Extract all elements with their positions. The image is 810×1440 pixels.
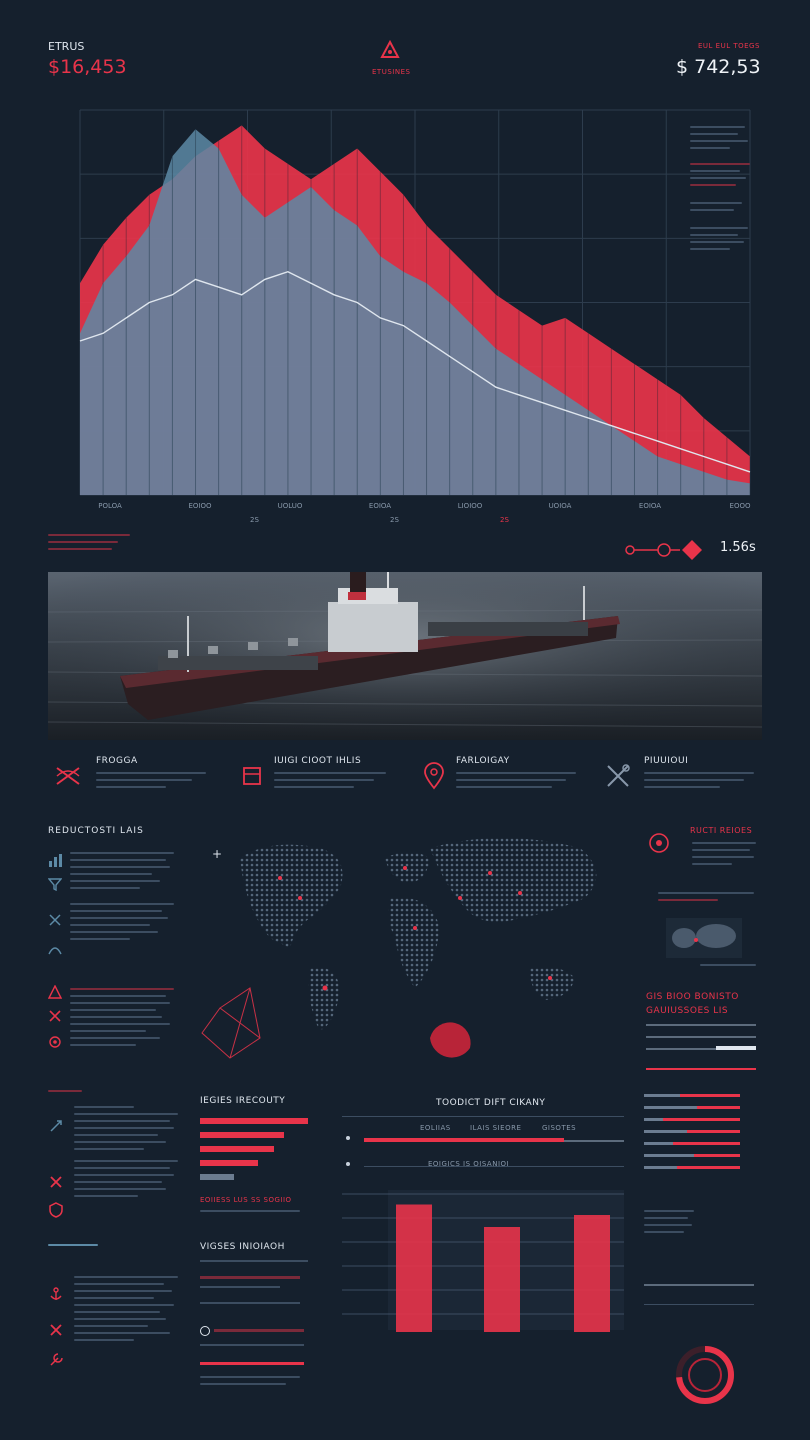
left-panel-title: REDUCTOSTI LAIS (48, 826, 144, 836)
feature-title: FROGGA (96, 756, 138, 766)
bar-item (200, 1146, 275, 1152)
signal-icon (48, 940, 62, 959)
right-bar (680, 1094, 740, 1097)
column-chart (342, 1190, 624, 1332)
x-sub-label: 2S (250, 516, 259, 524)
feature-item-3: FARLOIGAY (420, 756, 600, 802)
feature-title: IUIGI CIOOT IHLIS (274, 756, 362, 766)
ship-photo (48, 572, 762, 740)
x-tick-label: EOIOA (639, 502, 661, 510)
bars-panel-footer: EOIIESS LUS SS SOGIIO (200, 1196, 292, 1204)
x-sub-label: 2S (390, 516, 399, 524)
box-icon (240, 764, 264, 792)
bars-panel-title: IEGIES IRECOUTY (200, 1096, 286, 1106)
table-header-3: GISOTES (542, 1124, 577, 1132)
right-panel-text (692, 842, 762, 870)
bar-item (200, 1174, 234, 1180)
indicator-control[interactable] (624, 538, 714, 562)
alert-icon (47, 984, 63, 1003)
vessel-panel: VIGSES INIOIAOH (200, 1242, 330, 1392)
mini-map-image (666, 918, 742, 958)
target-icon (648, 832, 670, 858)
bar-chart-icon (48, 852, 62, 871)
tools-icon (604, 762, 632, 794)
right-panel-sliders (646, 1024, 762, 1070)
right-bar (693, 1154, 740, 1157)
lower-left-list (48, 1090, 188, 1420)
right-bar-track (644, 1154, 740, 1157)
feature-item-2: IUIGI CIOOT IHLIS (240, 756, 420, 802)
x-tick-label: EOOO (730, 502, 751, 510)
rocket-icon (48, 1118, 64, 1138)
cross-icon (48, 1322, 64, 1342)
table-header-1: EOLIIAS (420, 1124, 451, 1132)
filter-icon (47, 876, 63, 895)
column-bar (396, 1204, 432, 1332)
x-tick-label: UOIOA (549, 502, 572, 510)
bar-item (200, 1160, 258, 1166)
svg-text:+: + (212, 847, 222, 861)
feature-item-4: PIUUIOUI (602, 756, 762, 802)
anchor-icon (48, 1286, 64, 1306)
bars-panel: IEGIES IRECOUTY EOIIESS LUS SS SOGIIO (200, 1096, 330, 1226)
shield-icon (48, 1202, 64, 1222)
column-bar (574, 1215, 610, 1332)
gear-icon (48, 1034, 62, 1053)
right-lower-panel (644, 1094, 764, 1424)
x-tick-label: EOIOO (188, 502, 212, 510)
world-map: + (200, 818, 630, 1078)
right-panel-title: RUCTI REIOES (690, 826, 753, 835)
table-panel-title: TOODICT DIFT CIKANY (436, 1098, 546, 1108)
tool-icon (48, 912, 62, 931)
feature-item-1: FROGGA (50, 756, 220, 802)
cross-icon (48, 1174, 64, 1194)
cross-icon (48, 1008, 62, 1027)
right-bar (687, 1130, 740, 1133)
header-center-caption: ETUSINES (372, 68, 411, 76)
table-header-2: ILAIS SIEORE (470, 1124, 522, 1132)
area-series-1 (80, 129, 750, 496)
right-bar (676, 1166, 740, 1169)
table-row-2: EOIGICS IS OISANIOI (428, 1160, 510, 1168)
warning-logo-icon (380, 39, 400, 60)
main-area-chart: POLOA EOIOO UOLUO EOIOA LIOIOO UOIOA EOIOA EOOO… (79, 109, 751, 524)
x-sub-label: 2S (500, 516, 509, 524)
header-right-label: EUL EUL TOEGS (698, 42, 760, 50)
header-right-value: $ 742,53 (676, 56, 761, 78)
location-pin-icon (422, 762, 446, 794)
right-panel-subtitle: GIS BIOO BONISTO (646, 992, 739, 1002)
crossed-arrows-icon (54, 762, 82, 794)
right-bar-track (644, 1106, 740, 1109)
x-tick-label: LIOIOO (458, 502, 483, 510)
feature-title: FARLOIGAY (456, 756, 510, 766)
donut-gauge (670, 1340, 740, 1414)
bar-item (200, 1132, 284, 1138)
right-bar (672, 1142, 740, 1145)
x-tick-label: POLOA (98, 502, 122, 510)
vessel-panel-title: VIGSES INIOIAOH (200, 1242, 285, 1252)
x-tick-label: EOIOA (369, 502, 391, 510)
right-bar (696, 1106, 740, 1109)
right-bar (663, 1118, 740, 1121)
wrench-icon (48, 1352, 64, 1372)
table-panel: EOLIIAS ILAIS SIEORE GISOTES EOIGICS IS … (342, 1116, 624, 1340)
feature-title: PIUUIOUI (644, 756, 689, 766)
ship-indicator-value: 1.56s (720, 540, 756, 555)
right-panel-subtitle-2: GAUIUSSOES LIS (646, 1006, 729, 1016)
header-left-value: $16,453 (48, 56, 127, 78)
header-left-label: ETRUS (48, 40, 85, 53)
series-line-3 (79, 270, 751, 473)
bar-item (200, 1118, 308, 1124)
column-bar (484, 1227, 520, 1332)
x-tick-label: UOLUO (278, 502, 303, 510)
